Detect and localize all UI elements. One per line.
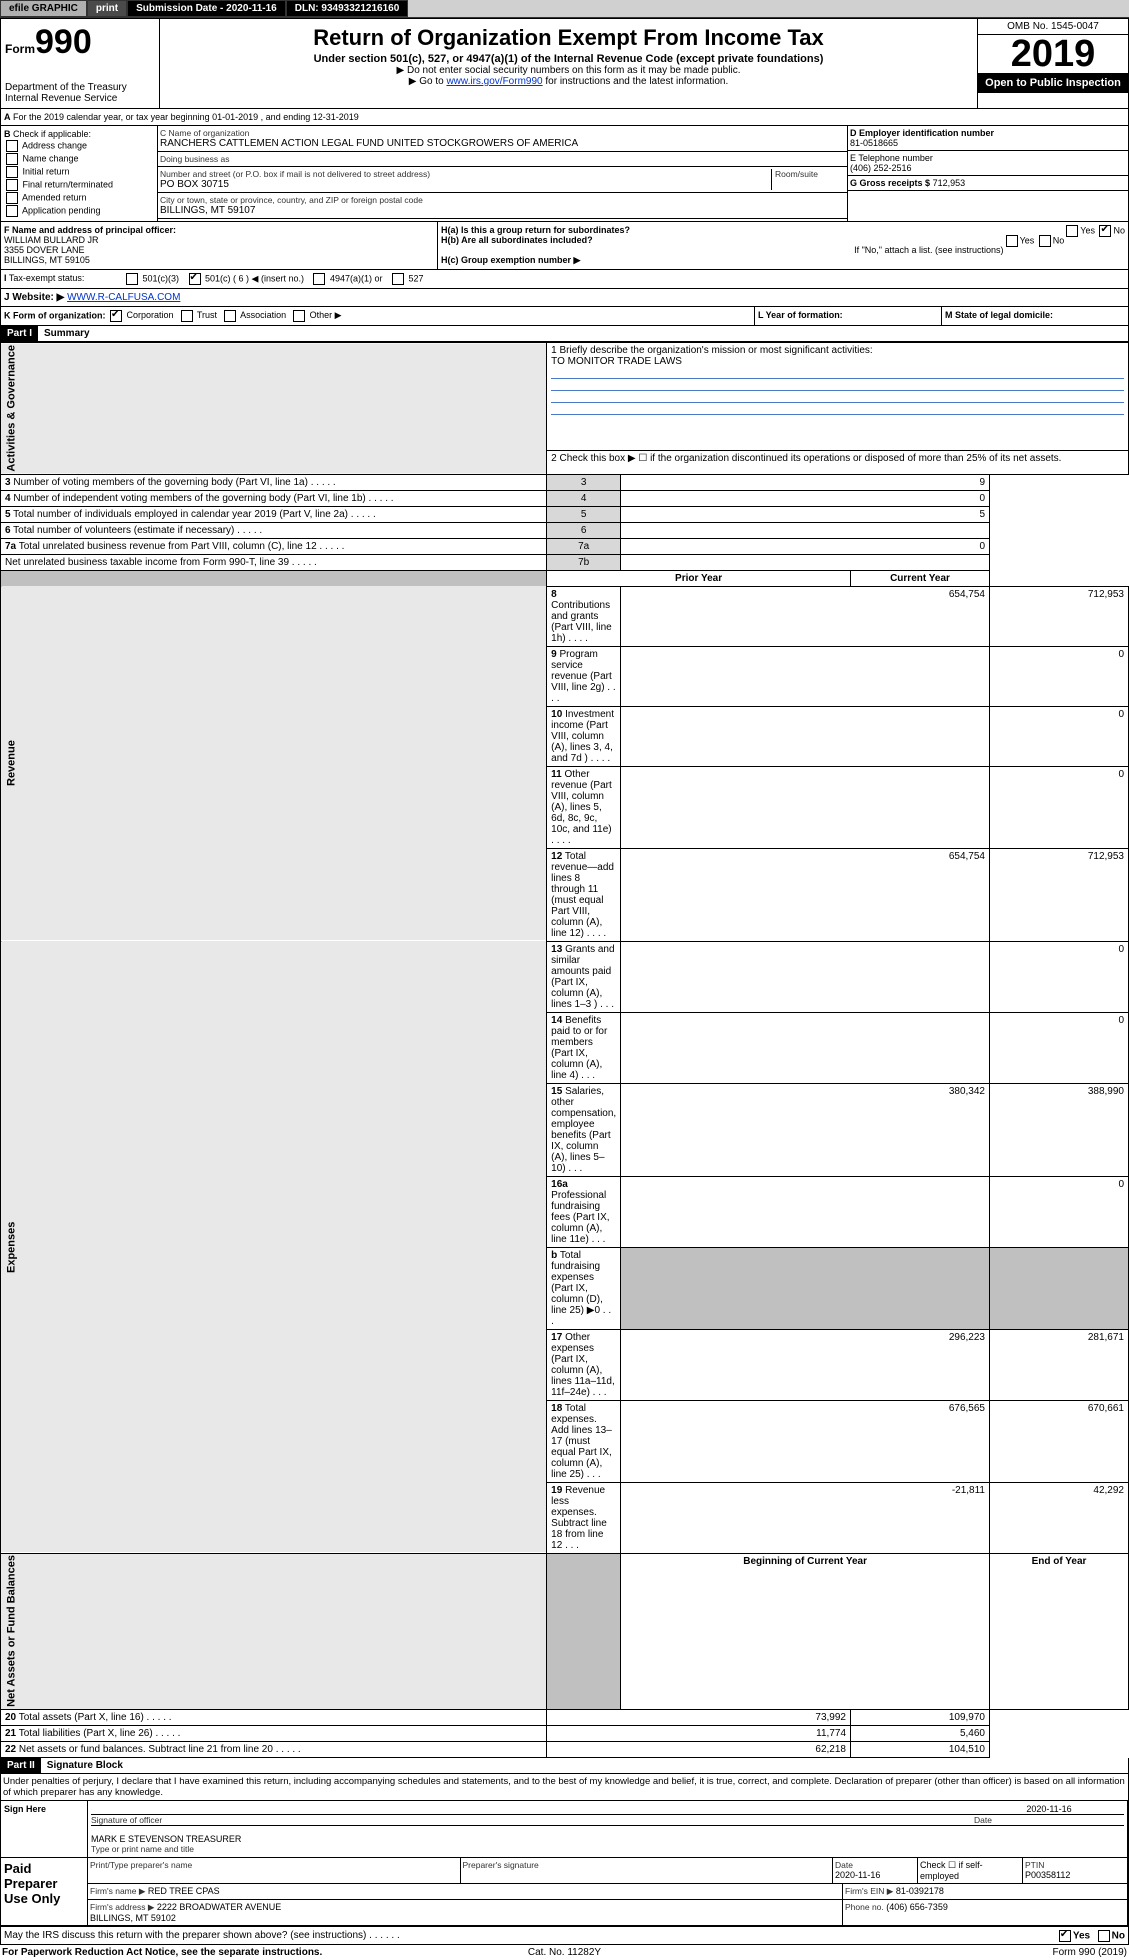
- org-name: RANCHERS CATTLEMEN ACTION LEGAL FUND UNI…: [160, 138, 845, 149]
- firm-name: RED TREE CPAS: [148, 1886, 220, 1896]
- print-button[interactable]: print: [87, 0, 127, 17]
- firm-phone: (406) 656-7359: [886, 1902, 948, 1912]
- row-fh: F Name and address of principal officer:…: [0, 222, 1129, 270]
- gross-receipts: 712,953: [933, 178, 966, 188]
- part1-table: Activities & Governance 1 Briefly descri…: [0, 342, 1129, 1758]
- dept-label: Department of the Treasury: [5, 82, 155, 93]
- checkbox-application-pending[interactable]: Application pending: [4, 205, 154, 217]
- checkbox-amended-return[interactable]: Amended return: [4, 192, 154, 204]
- efile-label: efile GRAPHIC: [0, 0, 87, 17]
- perjury-text: Under penalties of perjury, I declare th…: [0, 1774, 1129, 1801]
- ein: 81-0518665: [850, 138, 898, 148]
- discuss-no[interactable]: [1098, 1930, 1110, 1942]
- signature-block: Sign Here 2020-11-16 Signature of office…: [0, 1801, 1129, 1927]
- ha-no[interactable]: [1099, 225, 1111, 237]
- form-number: Form990: [5, 23, 155, 62]
- org-form-opt[interactable]: [110, 310, 122, 322]
- tax-status-opt[interactable]: [313, 273, 325, 285]
- sign-here-label: Sign Here: [1, 1801, 88, 1857]
- checkbox-final-return-terminated[interactable]: Final return/terminated: [4, 179, 154, 191]
- tax-status-opt[interactable]: [189, 273, 201, 285]
- ssn-note: ▶ Do not enter social security numbers o…: [164, 65, 973, 76]
- officer-name: WILLIAM BULLARD JR: [4, 235, 99, 245]
- goto-note: ▶ Go to www.irs.gov/Form990 for instruct…: [164, 76, 973, 87]
- footer: For Paperwork Reduction Act Notice, see …: [0, 1945, 1129, 1960]
- tax-status-opt[interactable]: [126, 273, 138, 285]
- ha-yes[interactable]: [1066, 225, 1078, 237]
- section-bcdefg: B Check if applicable: Address change Na…: [0, 126, 1129, 222]
- tab-expenses: Expenses: [1, 941, 547, 1553]
- tax-status-opt[interactable]: [392, 273, 404, 285]
- discuss-yes[interactable]: [1059, 1930, 1071, 1942]
- website-link[interactable]: WWW.R-CALFUSA.COM: [67, 292, 180, 303]
- line-j: J Website: ▶ WWW.R-CALFUSA.COM: [0, 289, 1129, 307]
- org-city: BILLINGS, MT 59107: [160, 205, 845, 216]
- tab-revenue: Revenue: [1, 586, 547, 941]
- checkbox-name-change[interactable]: Name change: [4, 153, 154, 165]
- org-form-opt[interactable]: [224, 310, 236, 322]
- hb-yes[interactable]: [1006, 235, 1018, 247]
- col-b: B Check if applicable: Address change Na…: [1, 126, 158, 221]
- top-bar: efile GRAPHIC print Submission Date - 20…: [0, 0, 1129, 18]
- dln-label: DLN: 93493321216160: [286, 0, 409, 17]
- mission-text: TO MONITOR TRADE LAWS: [551, 356, 1124, 367]
- submission-date: Submission Date - 2020-11-16: [127, 0, 286, 17]
- firm-address: 2222 BROADWATER AVENUE: [157, 1902, 281, 1912]
- form-header: Form990 Department of the Treasury Inter…: [0, 18, 1129, 109]
- org-address: PO BOX 30715: [160, 179, 771, 190]
- form-subtitle: Under section 501(c), 527, or 4947(a)(1)…: [164, 53, 973, 65]
- line-a: A For the 2019 calendar year, or tax yea…: [0, 109, 1129, 126]
- col-defg: D Employer identification number81-05186…: [847, 126, 1128, 221]
- hb-no[interactable]: [1039, 235, 1051, 247]
- irs-link[interactable]: www.irs.gov/Form990: [446, 76, 542, 87]
- checkbox-initial-return[interactable]: Initial return: [4, 166, 154, 178]
- discuss-line: May the IRS discuss this return with the…: [0, 1927, 1129, 1945]
- paid-preparer-label: Paid Preparer Use Only: [1, 1858, 88, 1925]
- part1-header: Part I Summary: [0, 326, 1129, 342]
- line-klm: K Form of organization: Corporation Trus…: [0, 307, 1129, 326]
- line-i: I Tax-exempt status: 501(c)(3) 501(c) ( …: [0, 270, 1129, 289]
- open-inspection: Open to Public Inspection: [978, 73, 1128, 93]
- ptin: P00358112: [1025, 1870, 1125, 1880]
- telephone: (406) 252-2516: [850, 163, 912, 173]
- part2-header: Part II Signature Block: [0, 1758, 1129, 1774]
- form-title: Return of Organization Exempt From Incom…: [164, 25, 973, 51]
- col-c: C Name of organizationRANCHERS CATTLEMEN…: [158, 126, 847, 221]
- tab-net: Net Assets or Fund Balances: [1, 1553, 547, 1710]
- checkbox-address-change[interactable]: Address change: [4, 140, 154, 152]
- org-form-opt[interactable]: [293, 310, 305, 322]
- tab-governance: Activities & Governance: [1, 343, 547, 475]
- irs-label: Internal Revenue Service: [5, 93, 155, 104]
- officer-printed-name: MARK E STEVENSON TREASURER: [91, 1825, 1124, 1844]
- firm-ein: 81-0392178: [896, 1886, 944, 1896]
- tax-year: 2019: [978, 35, 1128, 73]
- org-form-opt[interactable]: [181, 310, 193, 322]
